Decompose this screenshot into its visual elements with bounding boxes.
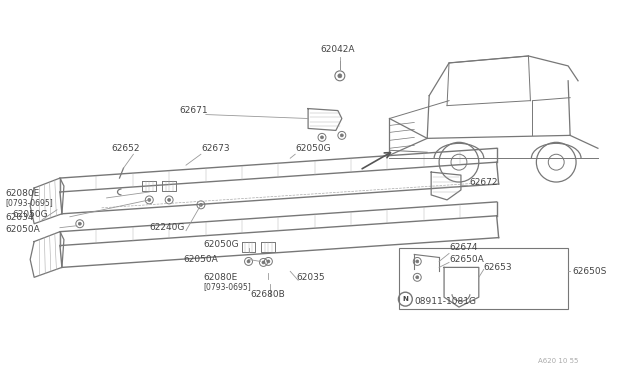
Text: 62034: 62034	[5, 213, 34, 222]
Text: 62673: 62673	[201, 144, 230, 153]
Text: [0793-0695]: [0793-0695]	[203, 282, 251, 291]
Text: 62680B: 62680B	[250, 290, 285, 299]
Text: A620 10 55: A620 10 55	[538, 358, 579, 364]
Text: 62650S: 62650S	[572, 267, 607, 276]
Text: [0793-0695]: [0793-0695]	[5, 198, 53, 207]
Circle shape	[340, 134, 343, 137]
Text: 62050A: 62050A	[183, 255, 218, 264]
Text: 62050G: 62050G	[12, 210, 48, 219]
Text: N: N	[403, 296, 408, 302]
Circle shape	[338, 74, 342, 78]
Text: 62240G: 62240G	[149, 223, 185, 232]
Text: 62042A: 62042A	[320, 45, 355, 54]
Text: 62080E: 62080E	[5, 189, 40, 198]
Text: 62671: 62671	[179, 106, 208, 115]
Text: 62050A: 62050A	[5, 225, 40, 234]
Circle shape	[416, 260, 419, 263]
Circle shape	[148, 198, 151, 201]
Circle shape	[262, 261, 265, 264]
Circle shape	[168, 198, 171, 201]
Circle shape	[200, 203, 202, 206]
Text: 62080E: 62080E	[203, 273, 237, 282]
Circle shape	[321, 136, 323, 139]
Bar	[399, 247, 568, 309]
Circle shape	[78, 222, 81, 225]
Text: 62672: 62672	[469, 177, 497, 186]
Circle shape	[267, 260, 270, 263]
Text: 62050G: 62050G	[295, 144, 331, 153]
Circle shape	[416, 276, 419, 279]
Text: 62035: 62035	[296, 273, 325, 282]
Text: 62650A: 62650A	[449, 255, 484, 264]
Circle shape	[247, 260, 250, 263]
Text: 62674: 62674	[449, 243, 477, 252]
Text: 08911-1081G: 08911-1081G	[414, 296, 476, 306]
Text: 62653: 62653	[484, 263, 513, 272]
Text: 62050G: 62050G	[203, 240, 239, 249]
Text: 62652: 62652	[111, 144, 140, 153]
